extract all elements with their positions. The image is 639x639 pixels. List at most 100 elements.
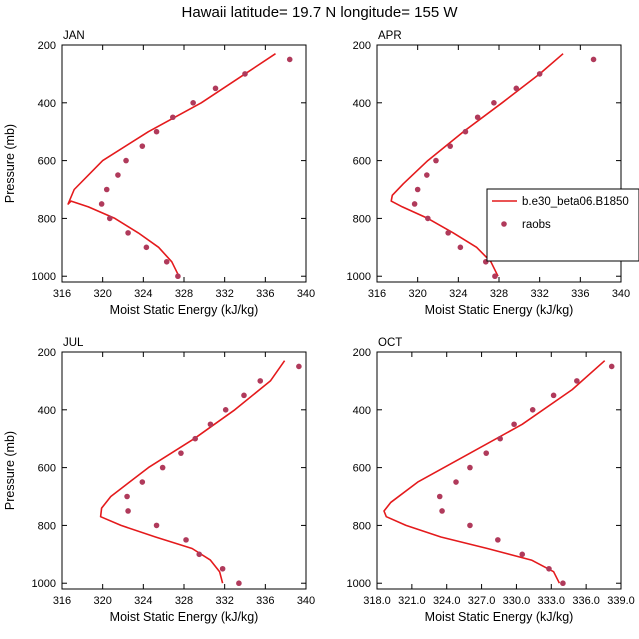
- y-axis-label: Pressure (mb): [3, 124, 17, 203]
- obs-point: [467, 522, 473, 529]
- y-tick-label: 200: [353, 40, 371, 52]
- obs-point: [115, 172, 121, 178]
- obs-point: [163, 258, 170, 265]
- obs-point: [411, 201, 418, 207]
- y-tick-label: 400: [353, 405, 371, 417]
- obs-point: [536, 71, 543, 77]
- obs-point: [467, 464, 473, 471]
- obs-point: [219, 565, 226, 572]
- y-tick-label: 1000: [347, 271, 371, 283]
- y-tick-label: 600: [38, 156, 56, 168]
- obs-point: [492, 273, 498, 280]
- y-tick-label: 400: [38, 98, 56, 110]
- x-tick-label: 328: [175, 288, 193, 300]
- x-tick-label: 336.0: [572, 595, 600, 607]
- obs-point: [103, 186, 110, 193]
- obs-point: [424, 172, 430, 178]
- obs-point: [483, 450, 490, 456]
- obs-point: [159, 464, 166, 471]
- model-series-line: [383, 360, 606, 584]
- obs-point: [491, 100, 497, 106]
- y-tick-label: 600: [353, 463, 371, 475]
- x-tick-label: 332: [530, 288, 548, 300]
- x-tick-label: 340: [612, 288, 630, 300]
- obs-point: [222, 407, 229, 413]
- obs-point: [175, 273, 181, 280]
- model-series-line: [67, 53, 276, 277]
- x-tick-label: 320: [93, 595, 111, 607]
- obs-point: [414, 186, 421, 193]
- x-tick-label: 332: [215, 595, 233, 607]
- obs-point: [296, 363, 302, 370]
- obs-point: [574, 378, 580, 384]
- obs-point: [511, 421, 517, 428]
- obs-point: [125, 230, 131, 236]
- y-tick-label: 800: [38, 213, 56, 225]
- panel-title: JUL: [63, 337, 84, 349]
- x-axis-label: Moist Static Energy (kJ/kg): [110, 610, 259, 624]
- y-tick-label: 800: [38, 520, 56, 532]
- x-tick-label: 324: [449, 288, 467, 300]
- y-tick-label: 200: [38, 347, 56, 359]
- x-tick-label: 330.0: [503, 595, 531, 607]
- legend-model-label: b.e30_beta06.B1850: [522, 196, 629, 208]
- y-tick-label: 200: [38, 40, 56, 52]
- y-tick-label: 800: [353, 520, 371, 532]
- x-tick-label: 333.0: [538, 595, 566, 607]
- obs-point: [447, 143, 454, 149]
- x-tick-label: 336: [256, 595, 274, 607]
- x-tick-label: 316: [368, 288, 386, 300]
- x-tick-label: 324: [134, 288, 152, 300]
- x-tick-label: 324.0: [433, 595, 461, 607]
- x-axis-label: Moist Static Energy (kJ/kg): [425, 610, 574, 624]
- model-series-line: [390, 53, 564, 277]
- obs-point: [153, 522, 160, 529]
- y-tick-label: 600: [38, 463, 56, 475]
- obs-point: [242, 71, 248, 77]
- plot-frame: [376, 351, 622, 590]
- y-tick-label: 400: [38, 405, 56, 417]
- obs-point: [513, 85, 520, 92]
- obs-point: [462, 128, 469, 135]
- x-tick-label: 328: [490, 288, 508, 300]
- obs-point: [474, 114, 481, 121]
- obs-point: [425, 215, 431, 222]
- obs-point: [497, 435, 503, 442]
- y-tick-label: 800: [353, 213, 371, 225]
- obs-point: [433, 157, 439, 164]
- x-tick-label: 324: [134, 595, 152, 607]
- panel-apr: APR 316 320 324 328 332 336 340 200 400 600 800 1000…: [347, 30, 631, 317]
- x-tick-label: 316: [53, 595, 71, 607]
- obs-point: [196, 551, 203, 558]
- model-series-line: [99, 360, 286, 584]
- legend-obs-marker: [501, 221, 507, 227]
- obs-point: [207, 421, 214, 428]
- legend: b.e30_beta06.B1850 raobs: [486, 188, 639, 262]
- x-tick-label: 316: [53, 288, 71, 300]
- obs-point: [192, 435, 198, 442]
- y-tick-label: 400: [353, 98, 371, 110]
- obs-point: [190, 100, 196, 106]
- obs-point: [560, 580, 566, 587]
- obs-point: [257, 378, 264, 384]
- x-tick-label: 320: [93, 288, 111, 300]
- obs-point: [212, 85, 219, 92]
- x-tick-label: 339.0: [607, 595, 635, 607]
- x-tick-label: 336: [256, 288, 274, 300]
- plot-frame: [61, 351, 307, 590]
- plot-frame: [61, 44, 307, 283]
- x-axis-label: Moist Static Energy (kJ/kg): [425, 303, 574, 317]
- x-tick-label: 327.0: [468, 595, 496, 607]
- panel-jul: JUL 316 320 324 328 332 336 340 200 400 600 800 1000…: [3, 337, 315, 624]
- x-tick-label: 318.0: [363, 595, 391, 607]
- obs-point: [286, 56, 293, 63]
- obs-point: [445, 230, 451, 236]
- obs-point: [590, 56, 597, 63]
- obs-point: [453, 479, 459, 485]
- obs-point: [170, 114, 176, 121]
- x-axis-label: Moist Static Energy (kJ/kg): [110, 303, 259, 317]
- panel-jan: JAN 316 320 324 328 332 336 340 200 400 600 800 1000…: [3, 30, 315, 317]
- obs-point: [153, 128, 160, 135]
- obs-point: [98, 201, 105, 207]
- x-tick-label: 332: [215, 288, 233, 300]
